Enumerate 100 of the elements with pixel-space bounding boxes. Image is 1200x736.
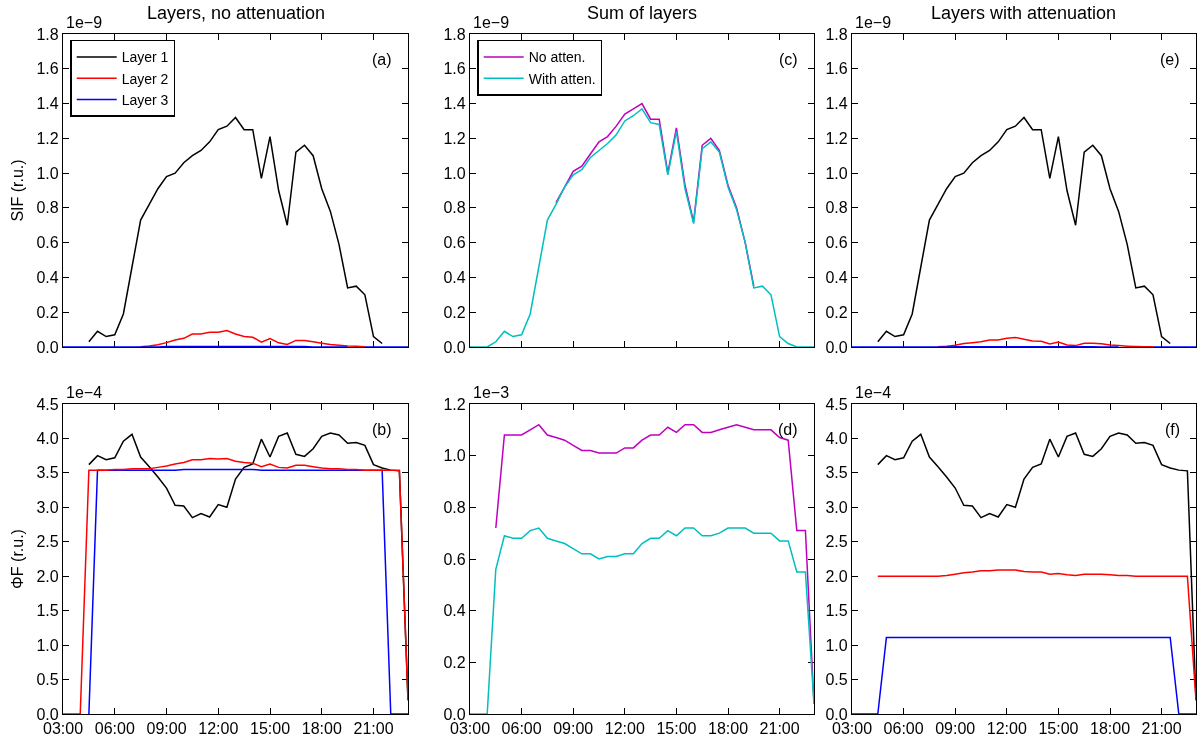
annotation: (e) [1160, 51, 1180, 68]
y-tick-label: 0.0 [443, 705, 466, 723]
y-tick-label: 0.0 [825, 338, 848, 356]
y-axis-title: SIF (r.u.) [9, 159, 27, 222]
y-tick-label: 0.4 [36, 269, 59, 287]
y-tick-label: 0.4 [443, 269, 466, 287]
y-tick-label: 1.0 [825, 636, 848, 654]
y-tick-label: 4.0 [825, 430, 848, 448]
y-tick-label: 0.0 [36, 705, 59, 723]
chart-title: Layers with attenuation [931, 3, 1117, 23]
legend-label: No atten. [528, 49, 586, 66]
y-tick-label: 0.8 [443, 199, 466, 217]
y-tick-label: 0.8 [825, 199, 848, 217]
y-tick-label: 2.5 [36, 533, 59, 551]
x-tick-label: 12:00 [198, 720, 239, 736]
x-tick-label: 09:00 [146, 720, 187, 736]
y-tick-label: 0.0 [36, 338, 59, 356]
chart-title: Sum of layers [587, 3, 698, 23]
x-tick-label: 21:00 [759, 720, 800, 736]
x-tick-label: 09:00 [553, 720, 594, 736]
annotation: (c) [779, 51, 798, 68]
y-tick-label: 0.2 [825, 303, 848, 321]
y-tick-label: 0.4 [825, 269, 848, 287]
y-tick-label: 1.8 [443, 25, 466, 43]
x-tick-label: 18:00 [1089, 720, 1131, 736]
annotation: (a) [372, 51, 392, 68]
annotation: (f) [1165, 421, 1181, 438]
legend-label: Layer 2 [121, 70, 169, 87]
text: 1e−4 [855, 384, 892, 401]
y-tick-label: 0.6 [825, 234, 848, 252]
y-tick-label: 1.6 [825, 60, 848, 78]
y-tick-label: 1.5 [36, 602, 59, 620]
y-tick-label: 3.0 [36, 498, 59, 516]
y-tick-label: 1.0 [825, 164, 848, 182]
text: 1e−9 [855, 14, 892, 31]
y-tick-label: 1.2 [825, 129, 848, 147]
y-tick-label: 2.5 [825, 533, 848, 551]
y-tick-label: 0.0 [825, 705, 848, 723]
y-tick-label: 1.8 [36, 25, 59, 43]
x-tick-label: 12:00 [986, 720, 1027, 736]
legend-label: Layer 1 [121, 49, 169, 66]
x-tick-label: 12:00 [604, 720, 645, 736]
y-tick-label: 0.8 [443, 498, 466, 516]
y-tick-label: 1.0 [443, 164, 466, 182]
y-tick-label: 3.0 [825, 498, 848, 516]
x-tick-label: 21:00 [353, 720, 394, 736]
x-tick-label: 15:00 [656, 720, 697, 736]
x-tick-label: 15:00 [249, 720, 291, 736]
chart-title: Layers, no attenuation [147, 3, 326, 23]
y-tick-label: 3.5 [825, 464, 848, 482]
text: 1e−3 [473, 384, 510, 401]
y-axis-title: ΦF (r.u.) [9, 529, 27, 589]
y-tick-label: 1.2 [443, 395, 466, 413]
y-tick-label: 0.6 [443, 234, 466, 252]
y-tick-label: 3.5 [36, 464, 59, 482]
y-tick-label: 1.2 [36, 129, 59, 147]
y-tick-label: 0.6 [36, 234, 59, 252]
x-tick-label: 18:00 [301, 720, 342, 736]
legend-label: With atten. [528, 70, 596, 87]
text: 1e−9 [473, 14, 510, 31]
x-tick-label: 15:00 [1038, 720, 1079, 736]
y-tick-label: 0.5 [36, 671, 59, 689]
y-tick-label: 4.5 [36, 395, 59, 413]
y-tick-label: 1.4 [443, 95, 466, 113]
y-tick-label: 1.4 [825, 95, 848, 113]
x-tick-label: 03:00 [42, 720, 84, 736]
y-tick-label: 0.2 [443, 653, 466, 671]
y-tick-label: 2.0 [825, 567, 848, 585]
y-tick-label: 0.8 [36, 199, 59, 217]
y-tick-label: 1.2 [443, 129, 466, 147]
y-tick-label: 0.5 [825, 671, 848, 689]
x-tick-label: 06:00 [501, 720, 542, 736]
x-tick-label: 03:00 [449, 720, 491, 736]
y-tick-label: 1.6 [36, 60, 59, 78]
y-tick-label: 0.4 [443, 602, 466, 620]
x-tick-label: 09:00 [935, 720, 976, 736]
legend-label: Layer 3 [121, 91, 169, 108]
y-tick-label: 0.0 [443, 338, 466, 356]
x-tick-label: 06:00 [883, 720, 924, 736]
x-tick-label: 03:00 [831, 720, 873, 736]
text: 1e−4 [66, 384, 103, 401]
y-tick-label: 0.6 [443, 550, 466, 568]
y-tick-label: 0.2 [443, 303, 466, 321]
y-tick-label: 1.6 [443, 60, 466, 78]
y-tick-label: 1.4 [36, 95, 59, 113]
y-tick-label: 1.0 [443, 447, 466, 465]
annotation: (b) [372, 421, 392, 438]
x-tick-label: 06:00 [94, 720, 135, 736]
y-tick-label: 4.5 [825, 395, 848, 413]
text: 1e−9 [66, 14, 103, 31]
x-tick-label: 21:00 [1141, 720, 1182, 736]
y-tick-label: 0.2 [36, 303, 59, 321]
x-tick-label: 18:00 [707, 720, 749, 736]
annotation: (d) [778, 421, 798, 438]
y-tick-label: 4.0 [36, 430, 59, 448]
y-tick-label: 2.0 [36, 567, 59, 585]
y-tick-label: 1.5 [825, 602, 848, 620]
y-tick-label: 1.0 [36, 164, 59, 182]
y-tick-label: 1.8 [825, 25, 848, 43]
y-tick-label: 1.0 [36, 636, 59, 654]
